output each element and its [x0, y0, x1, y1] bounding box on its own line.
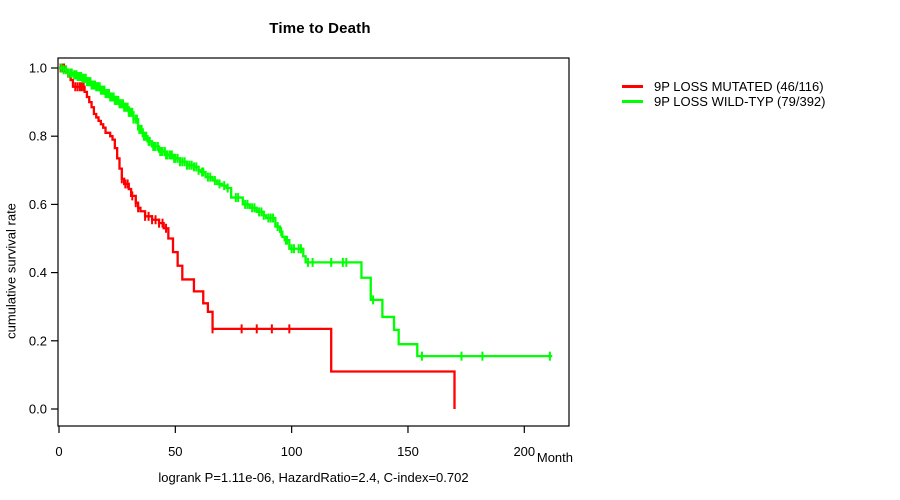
x-tick-label: 200	[513, 444, 535, 459]
y-axis-label: cumulative survival rate	[3, 203, 19, 339]
y-tick-label: 1.0	[29, 61, 47, 76]
survival-curve-mutated	[59, 66, 456, 409]
stats-caption: logrank P=1.11e-06, HazardRatio=2.4, C-i…	[158, 470, 469, 485]
chart-title: Time to Death	[269, 20, 371, 37]
y-tick-label: 0.4	[29, 265, 47, 280]
y-tick-label: 0.0	[29, 402, 47, 417]
legend-label-mutated: 9P LOSS MUTATED (46/116)	[654, 79, 824, 94]
plot-border	[57, 57, 570, 427]
x-tick-label: 0	[55, 444, 62, 459]
y-tick-label: 0.8	[29, 129, 47, 144]
legend-line-red-icon	[622, 85, 643, 88]
y-tick-label: 0.2	[29, 333, 47, 348]
x-tick-label: 50	[168, 444, 182, 459]
x-axis-label: Month	[536, 450, 573, 465]
x-tick-label: 100	[281, 444, 303, 459]
legend: 9P LOSS MUTATED (46/116) 9P LOSS WILD-TY…	[622, 79, 825, 109]
x-tick-label: 150	[397, 444, 419, 459]
y-tick-label: 0.6	[29, 197, 47, 212]
legend-line-green-icon	[622, 100, 643, 103]
legend-item-mutated: 9P LOSS MUTATED (46/116)	[622, 79, 825, 94]
legend-label-wildtype: 9P LOSS WILD-TYP (79/392)	[654, 94, 826, 109]
legend-item-wildtype: 9P LOSS WILD-TYP (79/392)	[622, 94, 825, 109]
